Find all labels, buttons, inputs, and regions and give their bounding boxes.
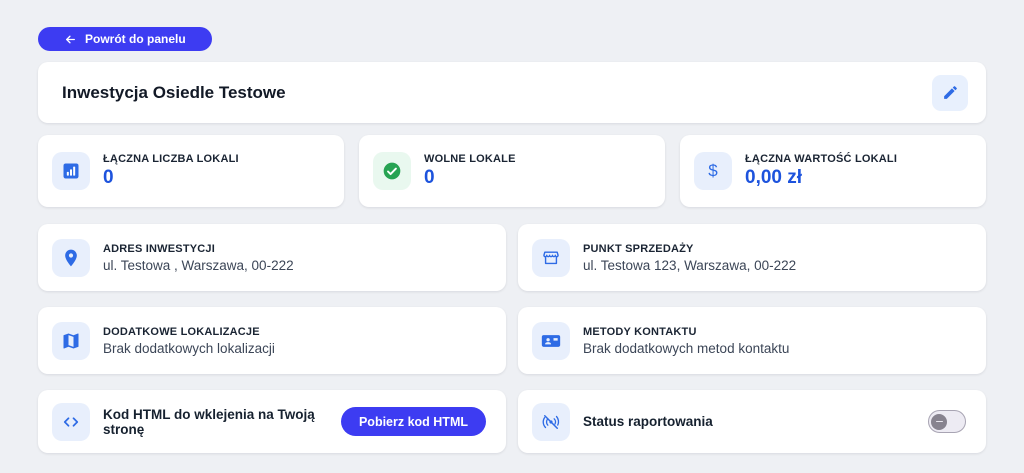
bar-chart-icon: [52, 152, 90, 190]
stat-card-free-units: WOLNE LOKALE 0: [359, 135, 665, 207]
dollar-icon: $: [694, 152, 732, 190]
stat-label: WOLNE LOKALE: [424, 153, 516, 165]
stat-value: 0: [103, 167, 114, 188]
info-label: PUNKT SPRZEDAŻY: [583, 242, 694, 255]
reporting-status-card: Status raportowania: [518, 390, 986, 453]
html-code-card-title: Kod HTML do wklejenia na Twoją stronę: [103, 406, 315, 437]
info-card-investment-address: ADRES INWESTYCJI ul. Testowa , Warszawa,…: [38, 224, 506, 291]
contact-card-icon: [532, 321, 570, 360]
toggle-knob: [931, 413, 947, 430]
location-pin-icon: [52, 238, 90, 277]
stats-row: ŁĄCZNA LICZBA LOKALI 0 WOLNE LOKALE 0 $ …: [38, 135, 986, 207]
info-label: ADRES INWESTYCJI: [103, 242, 215, 255]
info-value: ul. Testowa , Warszawa, 00-222: [103, 257, 294, 273]
info-label: DODATKOWE LOKALIZACJE: [103, 325, 260, 338]
pencil-icon: [942, 84, 959, 101]
page-title: Inwestycja Osiedle Testowe: [62, 82, 286, 102]
edit-investment-button[interactable]: [932, 74, 968, 111]
stat-value: 0,00 zł: [745, 167, 803, 188]
check-circle-icon: [373, 152, 411, 190]
stat-card-total-units: ŁĄCZNA LICZBA LOKALI 0: [38, 135, 344, 207]
reporting-status-toggle[interactable]: [928, 410, 966, 433]
info-card-contact-methods: METODY KONTAKTU Brak dodatkowych metod k…: [518, 307, 986, 374]
reporting-status-title: Status raportowania: [583, 414, 713, 429]
info-value: ul. Testowa 123, Warszawa, 00-222: [583, 257, 797, 273]
back-button-label: Powrót do panelu: [85, 32, 186, 46]
info-value: Brak dodatkowych lokalizacji: [103, 340, 275, 356]
info-card-sales-point: PUNKT SPRZEDAŻY ul. Testowa 123, Warszaw…: [518, 224, 986, 291]
storefront-icon: [532, 238, 570, 277]
sensors-off-icon: [532, 402, 570, 441]
info-card-additional-locations: DODATKOWE LOKALIZACJE Brak dodatkowych l…: [38, 307, 506, 374]
investment-detail-page: Powrót do panelu Inwestycja Osiedle Test…: [0, 0, 1024, 453]
stat-label: ŁĄCZNA LICZBA LOKALI: [103, 153, 239, 165]
stat-value: 0: [424, 167, 435, 188]
map-icon: [52, 321, 90, 360]
investment-title-card: Inwestycja Osiedle Testowe: [38, 62, 986, 123]
arrow-left-icon: [64, 33, 77, 46]
code-icon: [52, 402, 90, 441]
stat-card-total-value: $ ŁĄCZNA WARTOŚĆ LOKALI 0,00 zł: [680, 135, 986, 207]
html-code-card: Kod HTML do wklejenia na Twoją stronę Po…: [38, 390, 506, 453]
info-label: METODY KONTAKTU: [583, 325, 697, 338]
info-value: Brak dodatkowych metod kontaktu: [583, 340, 790, 356]
info-row-extras: DODATKOWE LOKALIZACJE Brak dodatkowych l…: [38, 307, 986, 374]
info-row-addresses: ADRES INWESTYCJI ul. Testowa , Warszawa,…: [38, 224, 986, 291]
stat-label: ŁĄCZNA WARTOŚĆ LOKALI: [745, 153, 898, 165]
back-to-panel-button[interactable]: Powrót do panelu: [38, 27, 212, 51]
download-html-code-button[interactable]: Pobierz kod HTML: [340, 407, 486, 436]
bottom-row: Kod HTML do wklejenia na Twoją stronę Po…: [38, 390, 986, 453]
